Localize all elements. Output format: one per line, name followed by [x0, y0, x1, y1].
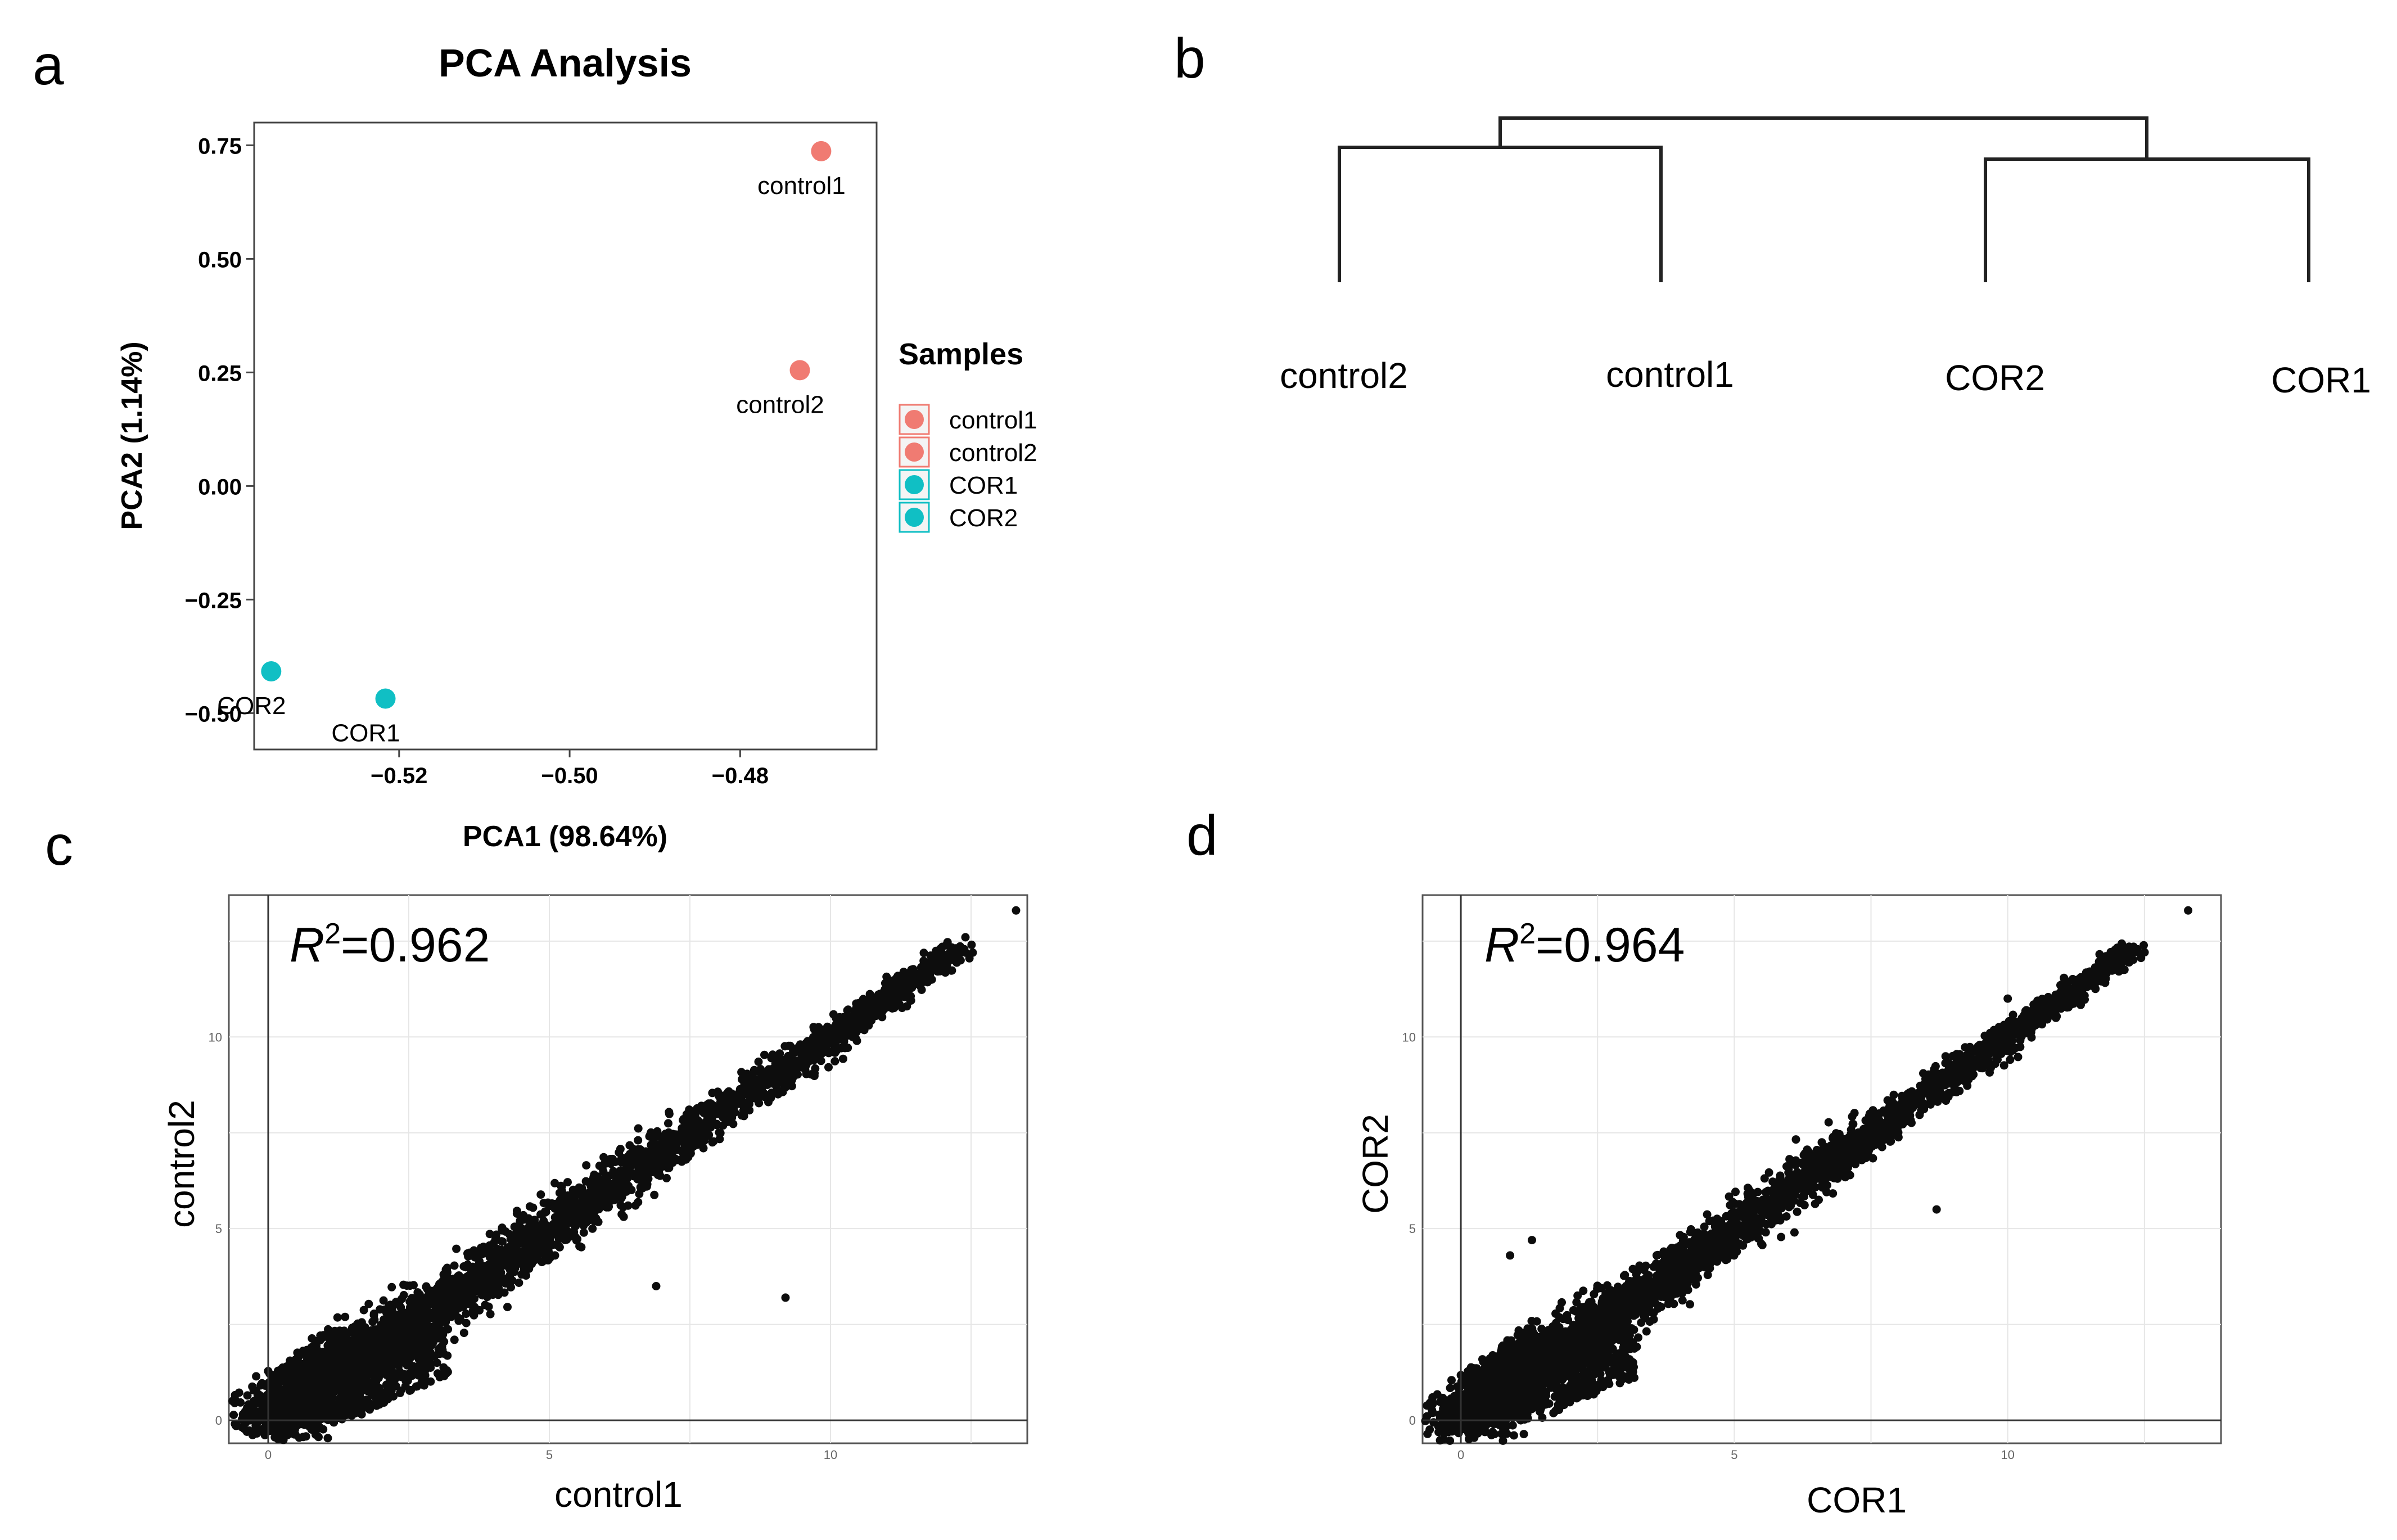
scatter-c-r2-sup: 2 [324, 918, 341, 950]
dendrogram-root-branch [1498, 116, 2148, 159]
c-x-tick-label: 5 [546, 1448, 553, 1462]
scatter-d-axes: 0 5 10 0 5 10 [1402, 895, 2221, 1462]
legend-key-dot [905, 442, 924, 462]
panel-d: d 0 5 10 0 5 10 R2=0.964 COR1 COR2 [1186, 804, 2222, 1520]
dendrogram-leaf-cor1: COR1 [2271, 360, 2371, 400]
dendrogram-tree [1338, 116, 2310, 282]
d-y-tick-label: 0 [1409, 1413, 1416, 1428]
scatter-c-axes: 0 5 10 0 5 10 [209, 895, 1027, 1462]
pca-point-cor2 [261, 661, 282, 682]
pca-y-axis-label: PCA2 (1.14%) [116, 341, 148, 530]
legend-title: Samples [899, 337, 1023, 371]
d-x-tick-label: 5 [1731, 1448, 1737, 1462]
pca-y-tick-label: 0.00 [198, 475, 242, 499]
pca-y-tick-label: 0.75 [198, 134, 242, 159]
d-x-tick-label: 0 [1457, 1448, 1464, 1462]
dendrogram-leaf-cor2: COR2 [1945, 358, 2045, 398]
scatter-d-r2-var: R [1484, 918, 1519, 972]
panel-letter-c: c [45, 814, 73, 877]
panel-letter-a: a [33, 34, 64, 97]
scatter-c-y-label: control2 [161, 1100, 202, 1228]
pca-point-label-control1: control1 [757, 172, 846, 200]
pca-points: control1 control2 COR1 COR2 [217, 141, 846, 747]
pca-x-axis: −0.52 −0.50 −0.48 [371, 749, 769, 788]
legend-key-dot [905, 508, 924, 527]
d-y-tick-label: 5 [1409, 1222, 1416, 1236]
pca-plot-frame [253, 121, 878, 751]
pca-point-control2 [789, 360, 810, 381]
legend-entry-control2: control2 [949, 439, 1037, 467]
scatter-d-y-label: COR2 [1355, 1114, 1396, 1214]
pca-x-axis-label: PCA1 (98.64%) [463, 820, 667, 853]
pca-x-tick-label: −0.50 [541, 764, 598, 788]
dendrogram-leaf-control1: control1 [1606, 354, 1734, 395]
pca-point-control1 [811, 141, 832, 161]
pca-point-label-control2: control2 [736, 391, 824, 418]
legend-entry-cor2: COR2 [949, 504, 1018, 532]
scatter-d-r2-annotation: R2=0.964 [1484, 918, 1685, 972]
d-x-tick-label: 10 [2001, 1448, 2014, 1462]
scatter-c-r2-annotation: R2=0.962 [290, 918, 490, 972]
pca-x-tick-label: −0.48 [712, 764, 769, 788]
panel-b: b control2 control1 COR2 COR1 [1174, 27, 2371, 400]
scatter-d-grid [1423, 895, 2221, 1443]
pca-y-tick-label: −0.50 [185, 702, 242, 726]
panel-letter-d: d [1186, 804, 1218, 867]
scatter-c-r2-value: =0.962 [341, 918, 490, 972]
scatter-d-r2-sup: 2 [1519, 918, 1536, 950]
scatter-d-r2-value: =0.964 [1536, 918, 1685, 972]
c-x-tick-label: 10 [824, 1448, 837, 1462]
c-y-tick-label: 0 [215, 1413, 222, 1428]
scatter-d-x-label: COR1 [1807, 1480, 1907, 1520]
pca-x-tick-label: −0.52 [371, 764, 427, 788]
c-x-tick-label: 0 [265, 1448, 272, 1462]
panel-c: c 0 5 10 0 5 10 R2=0.962 control1 control2 [45, 814, 1028, 1515]
dendrogram-branch-cor [1984, 157, 2310, 282]
legend-key-dot [905, 410, 924, 429]
c-y-tick-label: 5 [215, 1222, 222, 1236]
dendrogram-branch-control [1338, 146, 1663, 282]
legend-key-dot [905, 475, 924, 494]
scatter-c-cloud [228, 906, 1021, 1444]
pca-point-label-cor2: COR2 [217, 692, 286, 720]
c-y-tick-label: 10 [209, 1030, 222, 1044]
scatter-c-r2-var: R [290, 918, 324, 972]
pca-legend: control1 control2 COR1 COR2 [899, 404, 1037, 533]
pca-y-tick-label: 0.25 [198, 361, 242, 386]
legend-entry-control1: control1 [949, 407, 1037, 434]
c-scatter-points [228, 906, 1021, 1444]
scatter-c-x-label: control1 [554, 1474, 683, 1515]
pca-point-cor1 [375, 688, 396, 709]
dendrogram-leaf-control2: control2 [1280, 355, 1408, 396]
pca-y-tick-label: 0.50 [198, 247, 242, 272]
panel-letter-b: b [1174, 27, 1206, 90]
pca-y-axis: 0.75 0.50 0.25 0.00 −0.25 −0.50 [185, 134, 254, 726]
panel-a: a PCA Analysis 0.75 0.50 0.25 0.00 −0.25 −0.5… [33, 34, 1037, 853]
pca-y-tick-label: −0.25 [185, 588, 242, 613]
d-y-tick-label: 10 [1402, 1030, 1416, 1044]
legend-key-box [899, 469, 930, 500]
pca-title: PCA Analysis [439, 41, 692, 85]
legend-entry-cor1: COR1 [949, 472, 1018, 499]
pca-point-label-cor1: COR1 [331, 720, 400, 747]
